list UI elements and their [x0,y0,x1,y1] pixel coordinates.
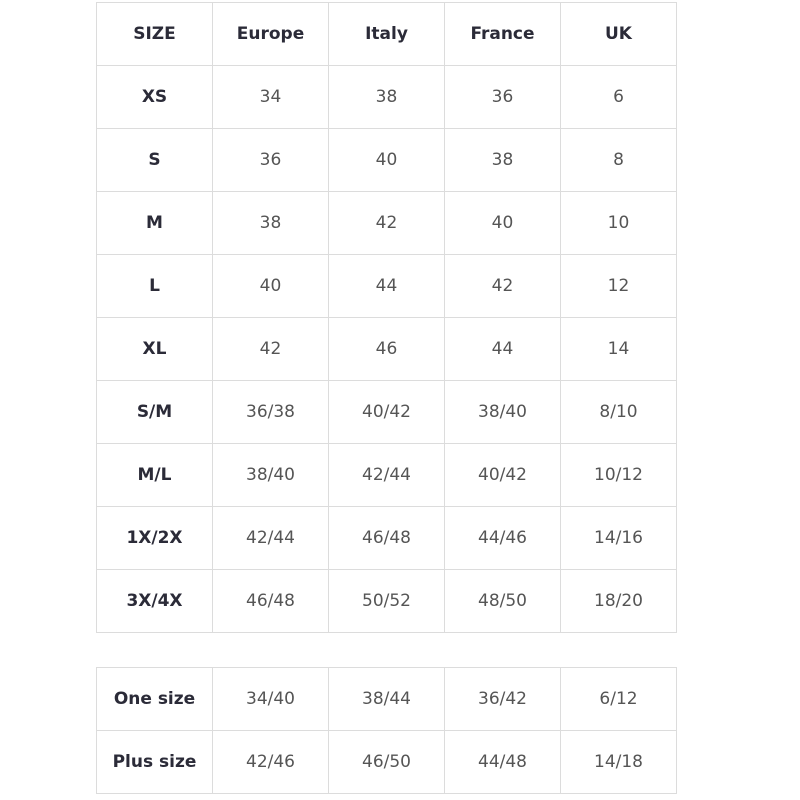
size-value-cell: 12 [560,254,677,318]
size-value-cell: 44 [328,254,445,318]
size-value-cell: 38/40 [444,380,561,444]
table-row: S 36 40 38 8 [96,128,677,192]
size-value-cell: 42/46 [212,730,329,794]
table-row: M/L 38/40 42/44 40/42 10/12 [96,443,677,507]
size-value-cell: 42 [212,317,329,381]
size-value-cell: 42/44 [212,506,329,570]
size-value-cell: 38/40 [212,443,329,507]
size-label-cell: M [96,191,213,255]
size-value-cell: 36 [444,65,561,129]
size-value-cell: 14/18 [560,730,677,794]
table-row: M 38 42 40 10 [96,191,677,255]
table-row: XL 42 46 44 14 [96,317,677,381]
size-value-cell: 36/42 [444,667,561,731]
column-header: Italy [328,2,445,66]
size-value-cell: 48/50 [444,569,561,633]
size-label-cell: XS [96,65,213,129]
size-label-cell: XL [96,317,213,381]
size-value-cell: 50/52 [328,569,445,633]
size-value-cell: 14 [560,317,677,381]
size-value-cell: 40 [328,128,445,192]
size-value-cell: 40/42 [444,443,561,507]
size-label-cell: M/L [96,443,213,507]
size-value-cell: 10/12 [560,443,677,507]
size-chart-table: SIZE Europe Italy France UK XS 34 38 36 6 S 36 40 38 8… [96,2,677,633]
size-value-cell: 34/40 [212,667,329,731]
table-row: Plus size 42/46 46/50 44/48 14/18 [96,730,677,794]
size-label-cell: L [96,254,213,318]
size-value-cell: 46/50 [328,730,445,794]
size-value-cell: 46/48 [212,569,329,633]
size-value-cell: 44/46 [444,506,561,570]
size-value-cell: 38 [444,128,561,192]
size-value-cell: 42 [444,254,561,318]
table-row: 3X/4X 46/48 50/52 48/50 18/20 [96,569,677,633]
size-value-cell: 40/42 [328,380,445,444]
table-row: XS 34 38 36 6 [96,65,677,129]
size-value-cell: 40 [444,191,561,255]
size-value-cell: 8 [560,128,677,192]
size-label-cell: 3X/4X [96,569,213,633]
size-value-cell: 40 [212,254,329,318]
table-row: S/M 36/38 40/42 38/40 8/10 [96,380,677,444]
size-label-cell: One size [96,667,213,731]
size-value-cell: 44 [444,317,561,381]
column-header: Europe [212,2,329,66]
size-value-cell: 42 [328,191,445,255]
header-row: SIZE Europe Italy France UK [96,2,677,66]
table-row: L 40 44 42 12 [96,254,677,318]
size-value-cell: 46 [328,317,445,381]
size-value-cell: 34 [212,65,329,129]
size-label-cell: S/M [96,380,213,444]
size-label-cell: 1X/2X [96,506,213,570]
size-value-cell: 10 [560,191,677,255]
special-size-table: One size 34/40 38/44 36/42 6/12 Plus size 42/4… [96,667,677,794]
size-value-cell: 6 [560,65,677,129]
table-row: 1X/2X 42/44 46/48 44/46 14/16 [96,506,677,570]
size-value-cell: 38 [328,65,445,129]
size-value-cell: 14/16 [560,506,677,570]
size-value-cell: 42/44 [328,443,445,507]
size-value-cell: 8/10 [560,380,677,444]
size-value-cell: 38/44 [328,667,445,731]
table-row: One size 34/40 38/44 36/42 6/12 [96,667,677,731]
size-value-cell: 36 [212,128,329,192]
size-value-cell: 6/12 [560,667,677,731]
size-value-cell: 44/48 [444,730,561,794]
column-header: SIZE [96,2,213,66]
size-value-cell: 36/38 [212,380,329,444]
column-header: France [444,2,561,66]
size-value-cell: 18/20 [560,569,677,633]
size-label-cell: S [96,128,213,192]
size-value-cell: 38 [212,191,329,255]
column-header: UK [560,2,677,66]
size-label-cell: Plus size [96,730,213,794]
size-value-cell: 46/48 [328,506,445,570]
